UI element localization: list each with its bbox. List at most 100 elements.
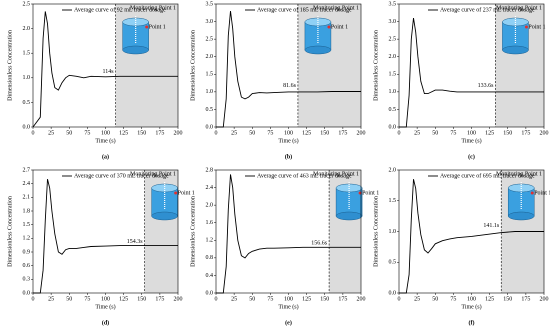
y-axis-label: Dimensionless Concentration bbox=[190, 196, 196, 267]
y-tick-label: 3.0 bbox=[206, 19, 214, 25]
x-tick-label: 25 bbox=[414, 130, 420, 136]
y-tick-label: 0.5 bbox=[23, 100, 31, 106]
x-tick-label: 200 bbox=[174, 130, 183, 136]
point-label: Point 1 bbox=[149, 24, 166, 30]
x-tick-label: 100 bbox=[467, 296, 476, 302]
data-line bbox=[32, 11, 178, 128]
x-tick-label: 125 bbox=[302, 130, 311, 136]
annotation: Monitoring Point 1 bbox=[313, 5, 359, 11]
panel-label: (c) bbox=[468, 153, 475, 160]
x-tick-label: 75 bbox=[267, 130, 273, 136]
x-tick-label: 75 bbox=[450, 130, 456, 136]
time-label: 114s bbox=[103, 69, 115, 75]
y-tick-label: 2.1 bbox=[23, 195, 31, 201]
y-axis-label: Dimensionless Concentration bbox=[190, 30, 196, 101]
x-tick-label: 0 bbox=[398, 296, 401, 302]
legend-label: Average curve of 237 mL tracer dosage bbox=[440, 6, 535, 13]
x-tick-label: 50 bbox=[432, 130, 438, 136]
legend-label: Average curve of 370 mL tracer dosage bbox=[74, 172, 169, 179]
x-tick-label: 175 bbox=[338, 130, 347, 136]
y-tick-label: 1.5 bbox=[389, 72, 397, 78]
x-tick-label: 0 bbox=[215, 296, 218, 302]
x-tick-label: 50 bbox=[249, 296, 255, 302]
y-tick-label: 2.0 bbox=[206, 54, 214, 60]
x-axis-label: Time (s) bbox=[461, 137, 481, 144]
annotation: Monitoring Point 1 bbox=[496, 5, 542, 11]
y-tick-label: 2.7 bbox=[23, 167, 31, 173]
x-tick-label: 75 bbox=[450, 296, 456, 302]
x-tick-label: 0 bbox=[32, 296, 35, 302]
y-tick-label: 2.4 bbox=[23, 181, 31, 187]
y-tick-label: 0.3 bbox=[23, 277, 31, 283]
y-tick-label: 0.0 bbox=[389, 290, 397, 296]
y-tick-label: 2.5 bbox=[23, 1, 31, 7]
y-tick-label: 2.5 bbox=[206, 37, 214, 43]
point-label: Point 1 bbox=[178, 190, 195, 196]
panel-label: (d) bbox=[102, 319, 109, 326]
point-label: Point 1 bbox=[362, 190, 379, 196]
x-axis-label: Time (s) bbox=[278, 137, 298, 144]
data-line bbox=[399, 179, 544, 294]
tank-bottom bbox=[151, 211, 178, 221]
legend-label: Average curve of 695 mL tracer dosage bbox=[440, 172, 535, 179]
x-tick-label: 25 bbox=[231, 130, 237, 136]
annotation: Monitoring Point 1 bbox=[130, 171, 176, 177]
data-line bbox=[216, 10, 361, 128]
data-line bbox=[33, 178, 178, 294]
panel-label: (e) bbox=[285, 319, 292, 326]
y-tick-label: 2.0 bbox=[389, 167, 397, 173]
x-tick-label: 200 bbox=[540, 130, 549, 136]
y-tick-label: 0.5 bbox=[206, 107, 214, 113]
y-tick-label: 2.0 bbox=[23, 26, 31, 32]
y-tick-label: 1.0 bbox=[206, 89, 214, 95]
x-tick-label: 100 bbox=[284, 130, 293, 136]
time-label: 156.6s bbox=[311, 240, 328, 246]
point-label: Point 1 bbox=[534, 190, 550, 196]
annotation: Monitoring Point 1 bbox=[496, 171, 542, 177]
y-tick-label: 2.4 bbox=[206, 185, 214, 191]
y-tick-label: 1.5 bbox=[389, 198, 397, 204]
panel-label: (b) bbox=[285, 153, 292, 160]
x-tick-label: 0 bbox=[32, 130, 35, 136]
point-marker bbox=[530, 191, 534, 195]
y-tick-label: 0.4 bbox=[206, 273, 214, 279]
y-tick-label: 1.2 bbox=[206, 238, 214, 244]
y-tick-label: 1.5 bbox=[23, 222, 31, 228]
x-tick-label: 150 bbox=[320, 130, 329, 136]
time-label: 133.6s bbox=[478, 83, 495, 89]
x-tick-label: 25 bbox=[231, 296, 237, 302]
tank-bottom bbox=[304, 45, 332, 55]
x-axis-label: Time (s) bbox=[278, 303, 298, 310]
point-marker bbox=[174, 191, 178, 195]
point-label: Point 1 bbox=[528, 24, 545, 30]
x-tick-label: 175 bbox=[155, 130, 164, 136]
y-tick-label: 3.5 bbox=[389, 1, 397, 7]
x-tick-label: 150 bbox=[503, 296, 512, 302]
x-tick-label: 0 bbox=[398, 130, 401, 136]
x-axis-label: Time (s) bbox=[95, 303, 115, 310]
x-tick-label: 200 bbox=[540, 296, 549, 302]
x-tick-label: 125 bbox=[485, 296, 494, 302]
x-tick-label: 150 bbox=[137, 296, 146, 302]
y-tick-label: 0.5 bbox=[389, 107, 397, 113]
x-tick-label: 75 bbox=[84, 296, 90, 302]
x-tick-label: 75 bbox=[267, 296, 273, 302]
x-tick-label: 125 bbox=[485, 130, 494, 136]
legend-label: Average curve of 92 mL tracer dosage bbox=[74, 6, 166, 13]
x-tick-label: 50 bbox=[66, 130, 72, 136]
y-tick-label: 1.0 bbox=[23, 75, 31, 81]
x-tick-label: 125 bbox=[119, 296, 128, 302]
y-tick-label: 2.0 bbox=[206, 203, 214, 209]
x-tick-label: 100 bbox=[101, 130, 110, 136]
x-tick-label: 175 bbox=[155, 296, 164, 302]
y-axis-label: Dimensionless Concentration bbox=[373, 196, 379, 267]
point-marker bbox=[145, 25, 149, 29]
y-tick-label: 0.8 bbox=[206, 255, 214, 261]
x-tick-label: 150 bbox=[320, 296, 329, 302]
x-tick-label: 50 bbox=[432, 296, 438, 302]
point-label: Point 1 bbox=[331, 24, 348, 30]
annotation: Monitoring Point 1 bbox=[313, 171, 359, 177]
x-tick-label: 100 bbox=[101, 296, 110, 302]
time-label: 141.1s bbox=[483, 223, 500, 229]
x-tick-label: 25 bbox=[48, 296, 54, 302]
